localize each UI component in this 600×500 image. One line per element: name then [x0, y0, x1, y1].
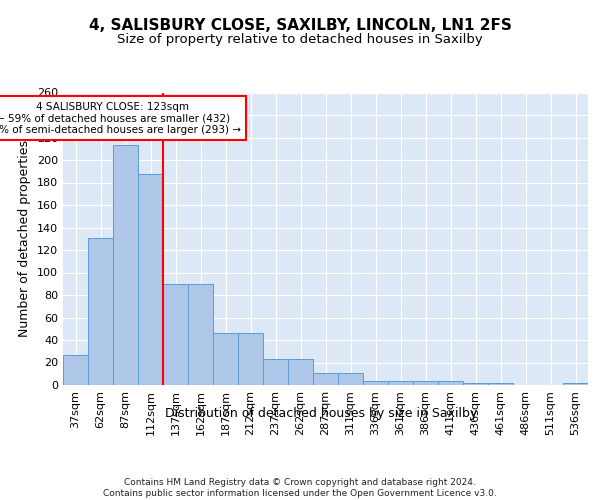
Bar — [113, 146, 138, 385]
Bar — [63, 354, 88, 385]
Bar — [438, 380, 463, 385]
Bar — [313, 372, 338, 385]
Bar — [288, 359, 313, 385]
Bar — [413, 380, 438, 385]
Text: Contains HM Land Registry data © Crown copyright and database right 2024.
Contai: Contains HM Land Registry data © Crown c… — [103, 478, 497, 498]
Text: 4, SALISBURY CLOSE, SAXILBY, LINCOLN, LN1 2FS: 4, SALISBURY CLOSE, SAXILBY, LINCOLN, LN… — [89, 18, 511, 32]
Text: 4 SALISBURY CLOSE: 123sqm
← 59% of detached houses are smaller (432)
40% of semi: 4 SALISBURY CLOSE: 123sqm ← 59% of detac… — [0, 102, 241, 134]
Text: Distribution of detached houses by size in Saxilby: Distribution of detached houses by size … — [165, 408, 477, 420]
Bar — [488, 383, 513, 385]
Y-axis label: Number of detached properties: Number of detached properties — [19, 140, 31, 337]
Bar — [238, 333, 263, 385]
Bar — [213, 333, 238, 385]
Bar — [388, 380, 413, 385]
Bar — [88, 238, 113, 385]
Bar — [363, 380, 388, 385]
Bar — [263, 359, 288, 385]
Bar — [138, 174, 163, 385]
Bar — [188, 284, 213, 385]
Bar — [163, 284, 188, 385]
Bar — [563, 383, 588, 385]
Text: Size of property relative to detached houses in Saxilby: Size of property relative to detached ho… — [117, 32, 483, 46]
Bar — [338, 372, 363, 385]
Bar — [463, 383, 488, 385]
